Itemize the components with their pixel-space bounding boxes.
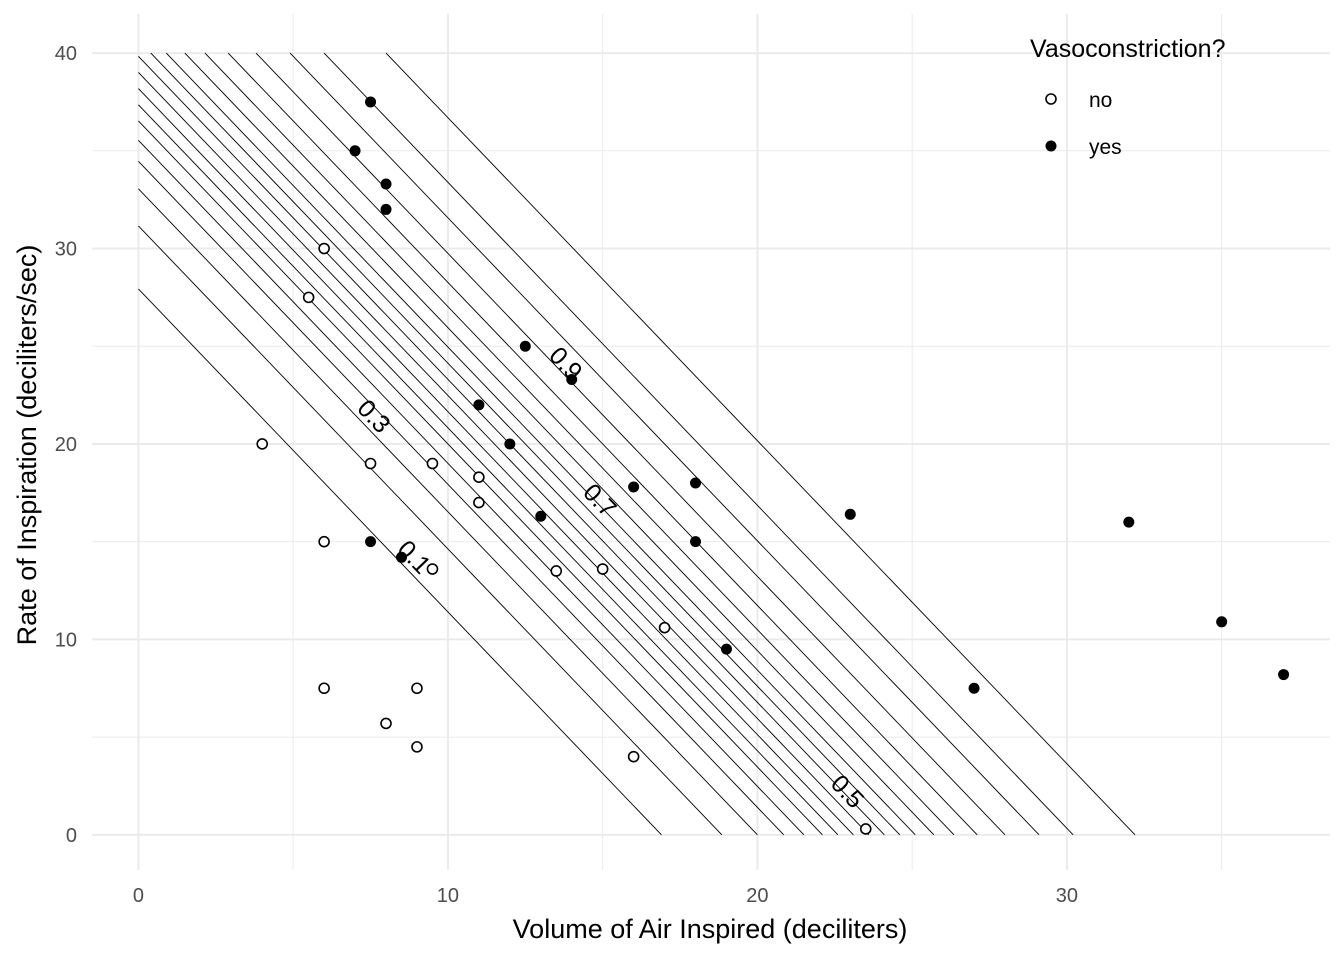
point-no xyxy=(364,457,377,470)
point-no xyxy=(627,750,640,763)
legend-key-no xyxy=(1045,93,1057,105)
point-no xyxy=(380,717,392,730)
point-yes xyxy=(720,643,732,655)
contour-line xyxy=(165,52,916,836)
legend-key-yes xyxy=(1045,140,1057,152)
point-no xyxy=(411,741,423,753)
contour-line xyxy=(138,139,805,836)
y-tick-label: 20 xyxy=(55,434,77,456)
x-tick-label: 0 xyxy=(133,885,144,907)
point-no xyxy=(596,563,609,575)
contour-line xyxy=(138,104,839,836)
contour-line xyxy=(138,188,758,836)
contour-line xyxy=(323,52,1074,836)
point-yes xyxy=(968,682,980,694)
x-axis-tick-labels: 0 10 20 30 xyxy=(133,885,1078,907)
contour-line xyxy=(184,52,935,836)
y-axis-title: Rate of Inspiration (deciliters/sec) xyxy=(12,245,42,646)
y-axis-tick-labels: 0 10 20 30 40 xyxy=(55,43,77,847)
legend-title: Vasoconstriction? xyxy=(1030,35,1225,63)
point-yes xyxy=(535,510,547,522)
contour-line xyxy=(138,225,723,836)
point-yes xyxy=(844,508,856,520)
point-yes xyxy=(1123,516,1135,528)
point-no xyxy=(550,565,563,577)
legend: Vasoconstriction? no yes xyxy=(1030,35,1225,159)
y-tick-label: 10 xyxy=(55,629,77,651)
point-yes xyxy=(519,340,531,352)
contour-line xyxy=(138,88,854,836)
contour-line xyxy=(385,52,1136,836)
point-no xyxy=(318,242,330,255)
point-no xyxy=(256,438,269,450)
point-no xyxy=(426,563,439,575)
point-no xyxy=(318,682,330,695)
x-tick-label: 10 xyxy=(437,885,459,907)
y-tick-label: 30 xyxy=(55,239,77,261)
contour-line xyxy=(227,52,978,836)
y-tick-label: 40 xyxy=(55,43,77,65)
legend-label-no: no xyxy=(1089,89,1112,112)
point-yes xyxy=(396,551,407,563)
point-yes xyxy=(380,203,392,215)
point-no xyxy=(859,823,872,835)
x-axis-title: Volume of Air Inspired (deciliters) xyxy=(513,914,908,944)
point-yes xyxy=(365,96,377,108)
contour-line xyxy=(138,72,870,836)
x-tick-label: 30 xyxy=(1056,885,1078,907)
grid-lines xyxy=(92,14,1330,870)
point-yes xyxy=(365,536,377,548)
point-no xyxy=(302,291,315,304)
point-no xyxy=(318,535,330,548)
point-no xyxy=(426,457,439,470)
point-no xyxy=(473,496,485,509)
point-no xyxy=(411,682,423,695)
point-yes xyxy=(473,399,485,411)
point-yes xyxy=(380,178,392,190)
point-yes xyxy=(504,438,516,450)
contour-line xyxy=(289,52,1040,836)
point-yes xyxy=(1216,616,1228,628)
y-tick-label: 0 xyxy=(66,825,77,847)
point-yes xyxy=(349,145,361,157)
point-no xyxy=(473,471,485,483)
legend-label-yes: yes xyxy=(1089,136,1122,159)
point-yes xyxy=(566,373,578,385)
point-yes xyxy=(1278,669,1290,681)
point-yes xyxy=(690,536,702,548)
point-no xyxy=(658,621,671,634)
contour-line xyxy=(138,160,785,836)
point-yes xyxy=(690,477,702,489)
contour-line xyxy=(204,52,955,836)
contour-line xyxy=(150,52,901,836)
x-tick-label: 20 xyxy=(746,885,768,907)
point-yes xyxy=(628,481,640,493)
data-points xyxy=(256,96,1290,835)
